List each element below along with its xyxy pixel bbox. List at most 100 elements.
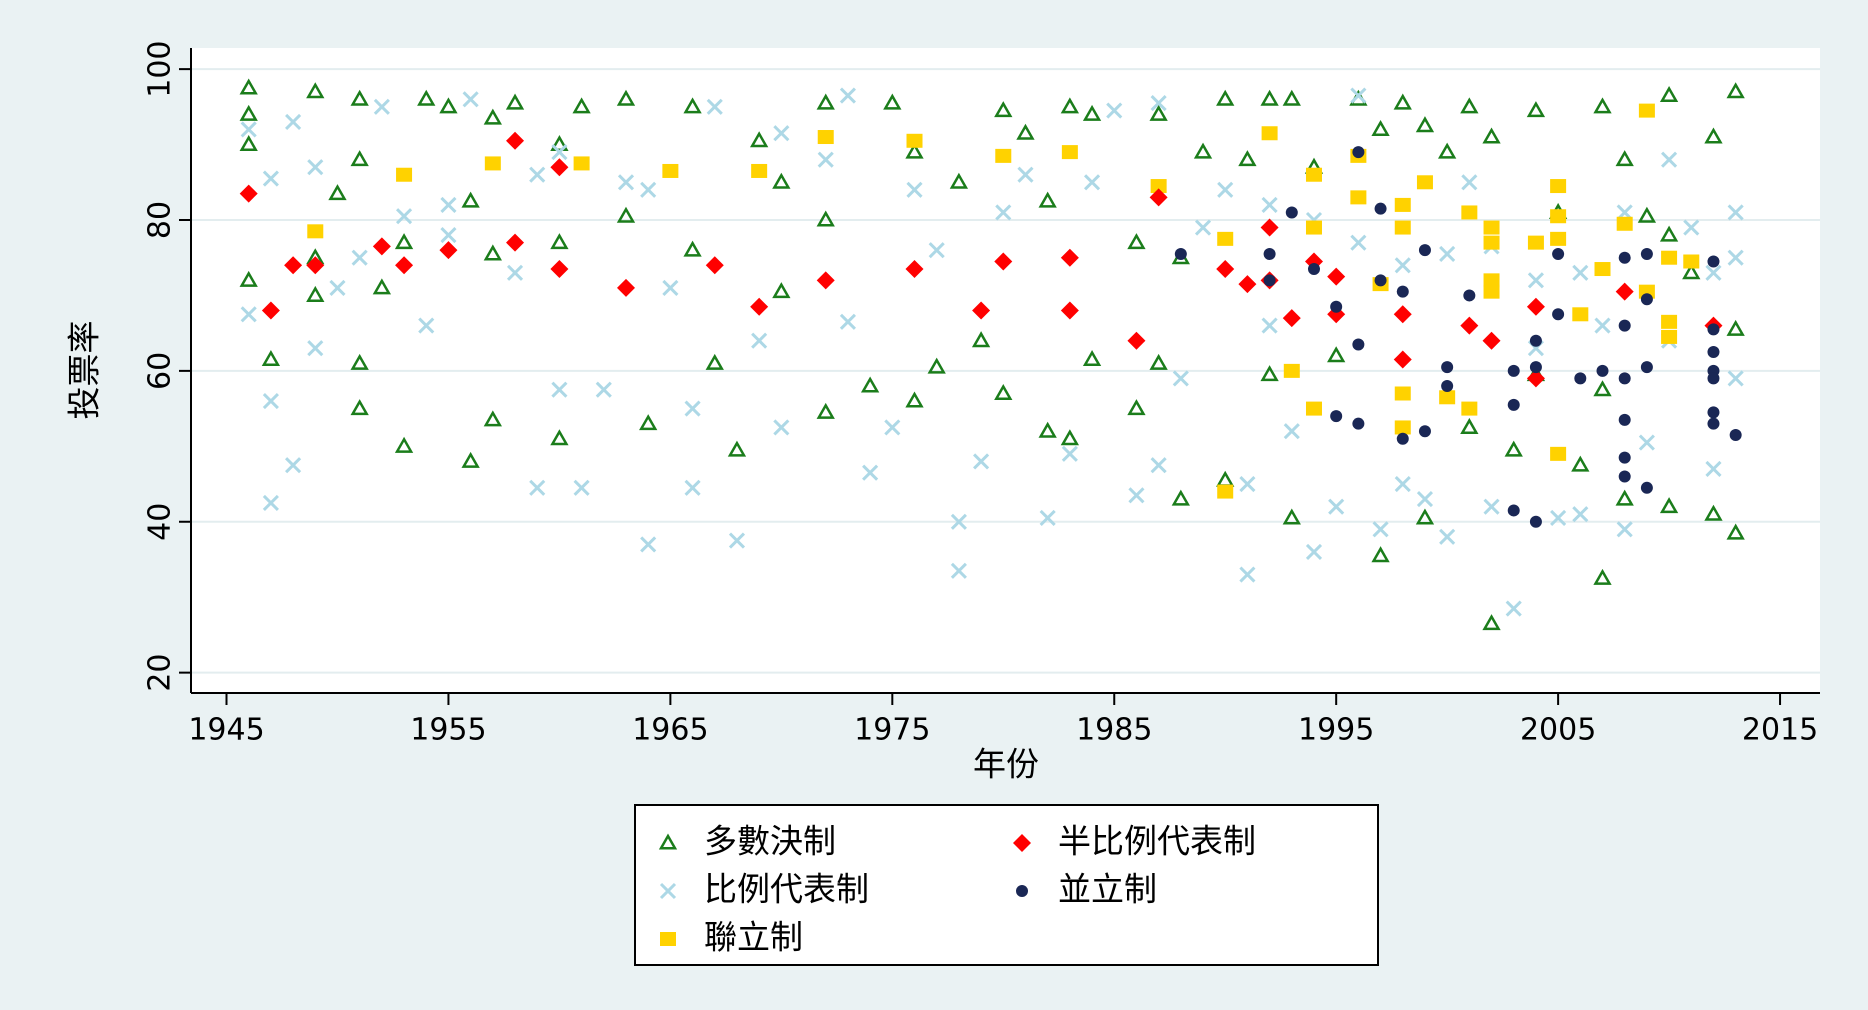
x-tick-label: 1975 (854, 713, 930, 748)
marker-circle (1330, 410, 1343, 423)
marker-triangle (483, 410, 502, 427)
marker-triangle (639, 414, 658, 431)
marker-square (1616, 216, 1633, 231)
marker-x (1350, 234, 1367, 251)
marker-square (751, 163, 768, 178)
marker-triangle (883, 93, 902, 110)
marker-triangle (1637, 206, 1657, 223)
marker-square (1394, 386, 1411, 401)
marker-triangle (239, 78, 258, 95)
marker-triangle (1216, 89, 1235, 106)
marks (239, 78, 1745, 631)
marker-x (1461, 174, 1478, 191)
marker-triangle (683, 97, 702, 114)
marker-circle (1529, 515, 1542, 528)
marker-diamond (1260, 218, 1279, 237)
marker-circle (1707, 406, 1720, 419)
marker-triangle (1371, 546, 1390, 563)
marker-triangle (439, 97, 458, 114)
marker-diamond (1238, 275, 1257, 294)
marker-circle (1552, 247, 1565, 260)
marker-diamond (395, 256, 414, 275)
marker-triangle (1704, 504, 1723, 521)
marker-x (262, 170, 279, 187)
marker-square (1305, 220, 1322, 235)
marker-triangle (394, 436, 414, 453)
marker-circle (1707, 372, 1720, 385)
marker-x (1727, 370, 1744, 387)
marker-x (1527, 272, 1544, 289)
marker-triangle (1504, 440, 1523, 457)
marker-x (1661, 151, 1678, 168)
marker-triangle (550, 429, 569, 446)
marker-square (1483, 235, 1500, 250)
marker-circle (1463, 289, 1476, 302)
marker-triangle (1437, 142, 1457, 159)
marker-x (262, 392, 279, 410)
marker-circle (1174, 247, 1187, 260)
legend-label: 多數決制 (704, 822, 836, 861)
marker-diamond (1482, 331, 1501, 350)
marker-square (1394, 220, 1411, 235)
marker-triangle (1127, 233, 1146, 250)
marker-circle (1352, 338, 1365, 351)
marker-circle (1418, 425, 1431, 438)
legend-label: 半比例代表制 (1058, 822, 1256, 861)
marker-circle (1640, 361, 1653, 374)
marker-circle (1618, 470, 1631, 483)
marker-x (839, 87, 856, 104)
marker-triangle (683, 240, 702, 257)
marker-x (1416, 491, 1434, 508)
legend-label: 並立制 (1058, 870, 1157, 909)
marker-square (1550, 209, 1567, 224)
marker-square (1439, 390, 1456, 405)
marker-diamond (1282, 309, 1301, 328)
marker-x (640, 181, 657, 198)
marker-circle (1640, 247, 1653, 260)
marker-square (1661, 329, 1678, 344)
marker-circle (1707, 255, 1720, 268)
marker-x (773, 125, 790, 142)
marker-diamond (616, 278, 635, 297)
marker-square (1217, 484, 1234, 499)
marker-circle (1640, 293, 1653, 306)
marker-triangle (306, 285, 325, 302)
marker-x (773, 419, 790, 436)
marker-triangle (1082, 104, 1102, 121)
marker-circle (1285, 206, 1298, 219)
marker-x (462, 91, 479, 108)
marker-triangle (860, 376, 880, 393)
marker-x (1305, 543, 1323, 560)
marker-square (307, 224, 324, 239)
marker-circle (1307, 263, 1320, 276)
marker-x (329, 279, 346, 296)
marker-diamond (306, 256, 325, 275)
marker-square (1638, 103, 1655, 118)
marker-square (1661, 250, 1678, 265)
marker-diamond (1327, 267, 1346, 286)
marker-x (950, 513, 967, 530)
marker-triangle (461, 451, 480, 468)
marker-circle (1374, 274, 1387, 287)
marker-triangle (1726, 523, 1745, 540)
marker-x (307, 159, 324, 176)
marker-circle (1352, 146, 1365, 159)
marker-circle (1618, 319, 1631, 332)
marker-circle (1507, 364, 1520, 377)
marker-x (1106, 102, 1123, 119)
marker-x (1172, 370, 1189, 387)
marker-triangle (1593, 568, 1612, 585)
marker-circle (1618, 372, 1631, 385)
marker-triangle (1327, 346, 1346, 363)
marker-x (1017, 166, 1034, 183)
legend-box (634, 804, 1379, 966)
marker-triangle (658, 833, 678, 850)
marker-circle (1574, 372, 1587, 385)
marker-x (285, 457, 302, 474)
marker-x (1705, 460, 1722, 478)
marker-circle (1596, 364, 1609, 377)
marker-triangle (550, 233, 569, 250)
marker-x (950, 562, 967, 579)
marker-square (906, 133, 923, 148)
marker-circle (1552, 308, 1565, 321)
